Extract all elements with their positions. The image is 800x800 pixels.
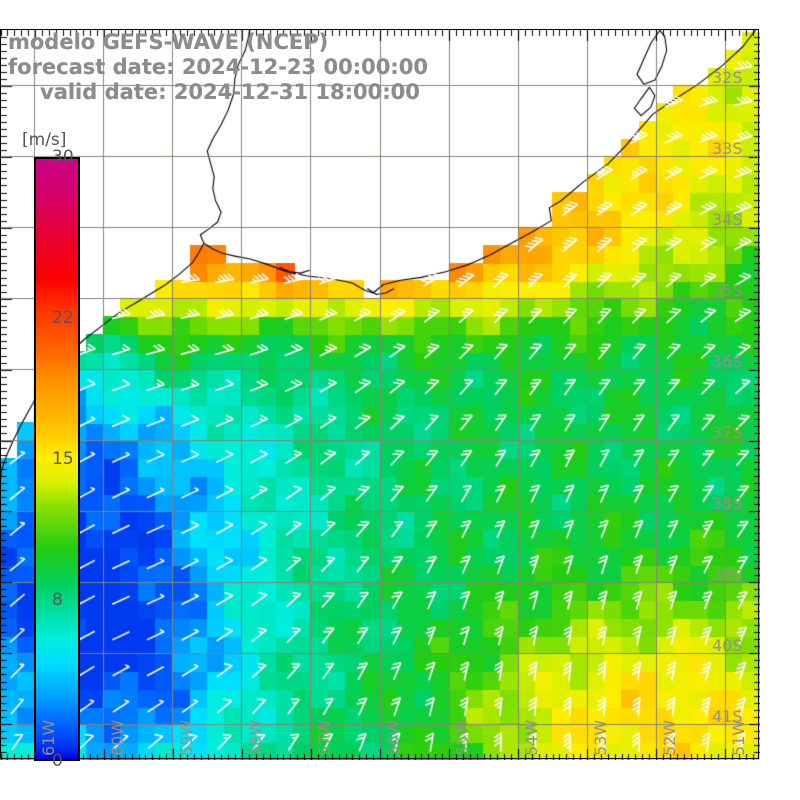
- lat-label-38S: 38S: [712, 493, 743, 513]
- colorbar-unit-label: [m/s]: [22, 130, 67, 150]
- colorbar: [34, 157, 80, 761]
- lon-label-51W: 51W: [729, 719, 749, 756]
- lat-label-39S: 39S: [712, 564, 743, 584]
- lon-label-55W: 55W: [453, 719, 473, 756]
- graticule-grid-layer: [0, 29, 760, 760]
- lat-label-34S: 34S: [712, 209, 743, 229]
- colorbar-tick-22: 22: [52, 308, 74, 329]
- lon-label-61W: 61W: [38, 719, 58, 756]
- lon-label-60W: 60W: [107, 719, 127, 756]
- lat-label-40S: 40S: [712, 635, 743, 655]
- colorbar-tick-15: 15: [52, 449, 74, 469]
- lon-label-54W: 54W: [522, 719, 542, 756]
- colorbar-tick-8: 8: [52, 589, 63, 610]
- lat-label-33S: 33S: [712, 138, 743, 158]
- colorbar-tick-0: 0: [52, 751, 63, 771]
- lat-label-35S: 35S: [712, 280, 743, 300]
- colorbar-tick-30: 30: [52, 147, 74, 167]
- lon-label-52W: 52W: [660, 719, 680, 756]
- lat-label-36S: 36S: [712, 351, 743, 371]
- lat-label-37S: 37S: [712, 422, 743, 442]
- lat-label-32S: 32S: [712, 67, 743, 87]
- lat-label-41S: 41S: [712, 706, 743, 726]
- lon-label-53W: 53W: [591, 719, 611, 756]
- map-plot-area: [0, 29, 760, 760]
- lon-label-58W: 58W: [245, 719, 265, 756]
- colorbar-gradient: [34, 157, 80, 761]
- lon-label-56W: 56W: [384, 719, 403, 756]
- lon-label-57W: 57W: [314, 719, 334, 756]
- lon-label-59W: 59W: [176, 719, 196, 756]
